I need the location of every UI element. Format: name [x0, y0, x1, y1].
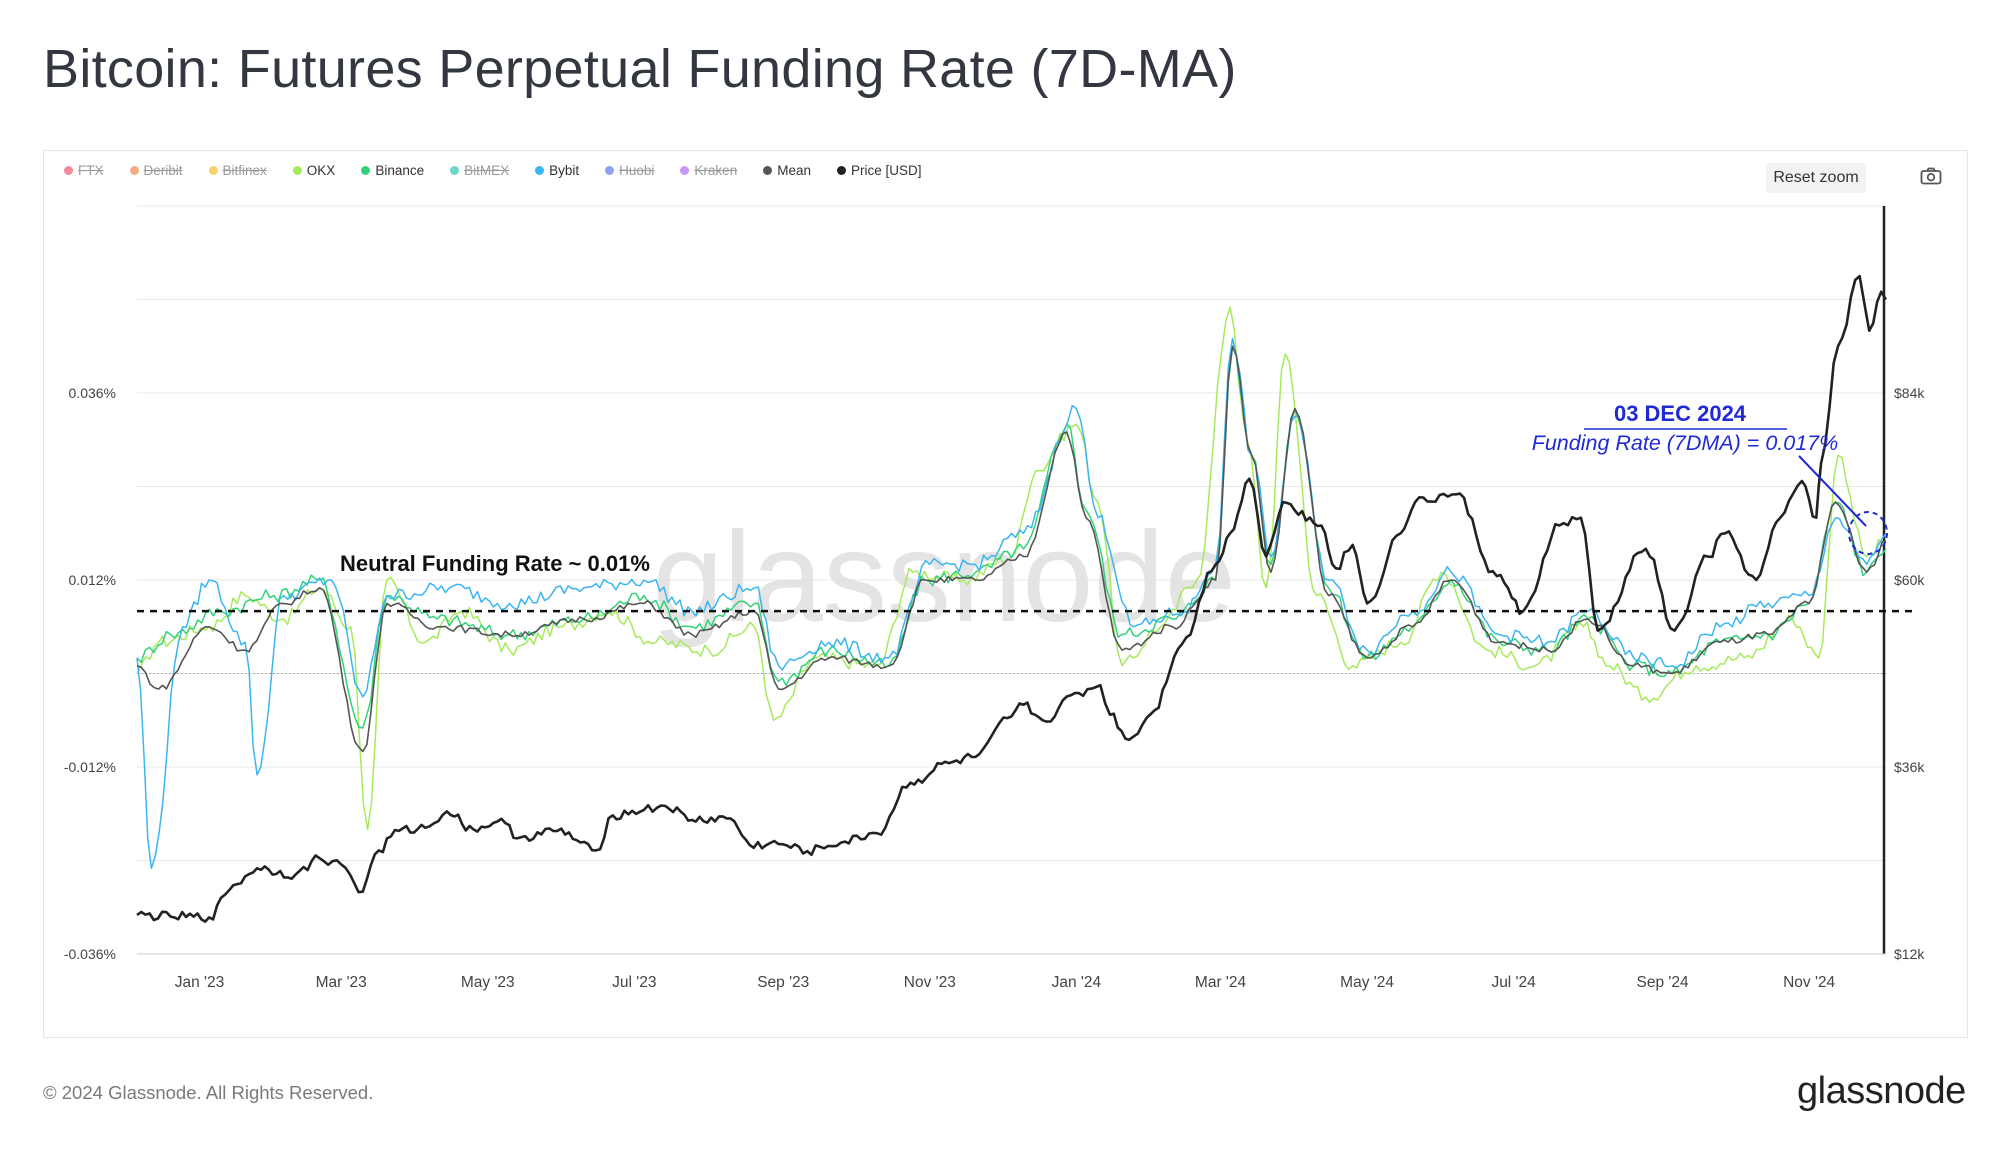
copyright-text: © 2024 Glassnode. All Rights Reserved.	[43, 1082, 374, 1103]
x-tick-label: Jan '23	[175, 974, 225, 991]
legend-marker	[535, 166, 545, 175]
y-right-tick-label: $84k	[1894, 385, 1925, 401]
y-left-tick-label: -0.036%	[64, 946, 116, 962]
legend-item-deribit[interactable]: Deribit	[129, 163, 183, 178]
x-tick-label: Nov '23	[904, 974, 956, 991]
legend-marker	[680, 166, 690, 175]
x-tick-label: Mar '24	[1195, 974, 1247, 991]
x-tick-label: May '24	[1340, 974, 1394, 991]
legend-label: Price [USD]	[850, 163, 922, 178]
camera-icon[interactable]	[1920, 167, 1942, 185]
x-tick-label: Sep '23	[757, 974, 809, 991]
annotation-date-label: 03 DEC 2024	[1614, 401, 1747, 426]
y-right-tick-label: $36k	[1894, 759, 1925, 775]
legend-item-huobi[interactable]: Huobi	[605, 163, 654, 178]
series-line-price-usd	[136, 274, 1888, 923]
reset-zoom-button[interactable]: Reset zoom	[1766, 163, 1866, 193]
annotation-rate-label: Funding Rate (7DMA) = 0.017%	[1532, 431, 1839, 455]
legend: FTX Deribit Bitfinex OKX Binance BitMEX Bybit H…	[64, 163, 948, 178]
annotation-pointer	[1798, 455, 1867, 527]
legend-marker	[450, 166, 460, 175]
y-left-tick-label: -0.012%	[64, 759, 116, 775]
legend-label: Mean	[777, 163, 811, 178]
legend-marker	[605, 166, 615, 175]
legend-label: Kraken	[694, 163, 738, 178]
y-right-tick-label: $12k	[1894, 946, 1925, 962]
x-tick-label: Jan '24	[1052, 974, 1102, 991]
x-tick-label: Sep '24	[1637, 974, 1689, 991]
legend-item-bitmex[interactable]: BitMEX	[450, 163, 509, 178]
legend-marker	[361, 166, 371, 175]
legend-label: OKX	[306, 163, 336, 178]
legend-item-price-usd[interactable]: Price [USD]	[836, 163, 922, 178]
legend-label: Deribit	[143, 163, 183, 178]
page-title: Bitcoin: Futures Perpetual Funding Rate …	[43, 39, 1237, 99]
legend-item-bybit[interactable]: Bybit	[535, 163, 579, 178]
legend-label: Bybit	[549, 163, 580, 178]
x-tick-label: Nov '24	[1783, 974, 1835, 991]
legend-label: FTX	[78, 163, 104, 178]
legend-item-bitfinex[interactable]: Bitfinex	[208, 163, 267, 178]
y-right-tick-label: $60k	[1894, 572, 1925, 588]
chart-canvas[interactable]: glassnode 0.036% 0.012% -0.012% -0.036% $84k $…	[44, 151, 1967, 1037]
legend-item-ftx[interactable]: FTX	[64, 163, 104, 178]
watermark-text: glassnode	[652, 506, 1236, 649]
x-tick-label: Jul '23	[612, 974, 656, 991]
legend-marker	[208, 166, 218, 175]
legend-marker	[763, 166, 773, 175]
neutral-rate-label: Neutral Funding Rate ~ 0.01%	[340, 551, 650, 576]
chart-panel: glassnode 0.036% 0.012% -0.012% -0.036% $84k $…	[43, 150, 1968, 1038]
annotation-circle	[1848, 511, 1888, 555]
legend-marker	[64, 166, 73, 175]
x-tick-label: Mar '23	[316, 974, 367, 991]
legend-item-okx[interactable]: OKX	[292, 163, 336, 178]
legend-marker	[129, 166, 139, 175]
legend-label: Huobi	[619, 163, 655, 178]
series-line-mean	[136, 345, 1887, 753]
legend-marker	[292, 166, 302, 175]
y-left-tick-label: 0.036%	[69, 385, 116, 401]
y-left-tick-label: 0.012%	[69, 572, 116, 588]
x-tick-label: Jul '24	[1491, 974, 1536, 991]
x-tick-label: May '23	[461, 974, 515, 991]
legend-item-binance[interactable]: Binance	[361, 163, 424, 178]
legend-item-kraken[interactable]: Kraken	[680, 163, 737, 178]
legend-label: Binance	[375, 163, 425, 178]
legend-marker	[836, 166, 846, 175]
legend-item-mean[interactable]: Mean	[763, 163, 811, 178]
legend-label: Bitfinex	[222, 163, 267, 178]
glassnode-logo: glassnode	[1797, 1070, 1966, 1112]
legend-label: BitMEX	[464, 163, 510, 178]
